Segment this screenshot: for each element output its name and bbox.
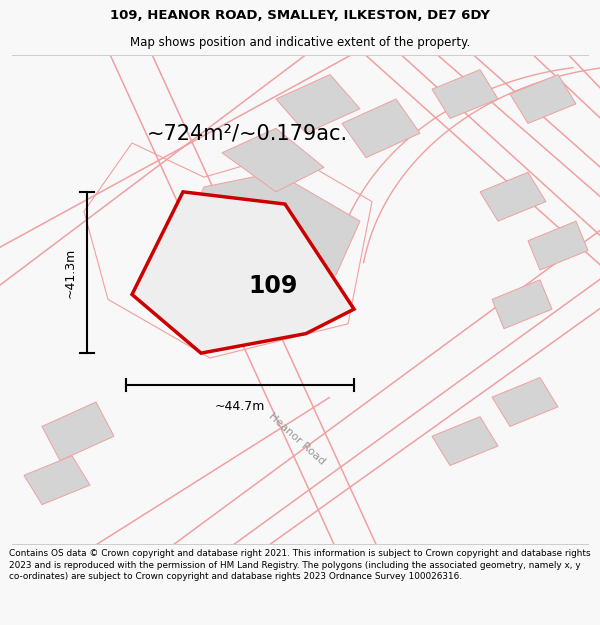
Text: ~41.3m: ~41.3m [63,248,76,298]
Text: 109, HEANOR ROAD, SMALLEY, ILKESTON, DE7 6DY: 109, HEANOR ROAD, SMALLEY, ILKESTON, DE7… [110,9,490,22]
Text: Heanor Road: Heanor Road [267,411,327,466]
Polygon shape [276,74,360,133]
Text: Map shows position and indicative extent of the property.: Map shows position and indicative extent… [130,36,470,49]
Polygon shape [528,221,588,270]
Polygon shape [132,192,354,353]
Polygon shape [342,99,420,158]
Polygon shape [492,378,558,426]
Polygon shape [432,69,498,119]
Polygon shape [510,74,576,123]
Text: Contains OS data © Crown copyright and database right 2021. This information is : Contains OS data © Crown copyright and d… [9,549,590,581]
Text: ~724m²/~0.179ac.: ~724m²/~0.179ac. [147,123,348,143]
Polygon shape [492,280,552,329]
Polygon shape [42,402,114,461]
Polygon shape [432,417,498,466]
Polygon shape [180,173,360,289]
Polygon shape [24,456,90,504]
Text: ~44.7m: ~44.7m [215,399,265,412]
Polygon shape [480,173,546,221]
Text: 109: 109 [249,274,298,298]
Polygon shape [222,128,324,192]
